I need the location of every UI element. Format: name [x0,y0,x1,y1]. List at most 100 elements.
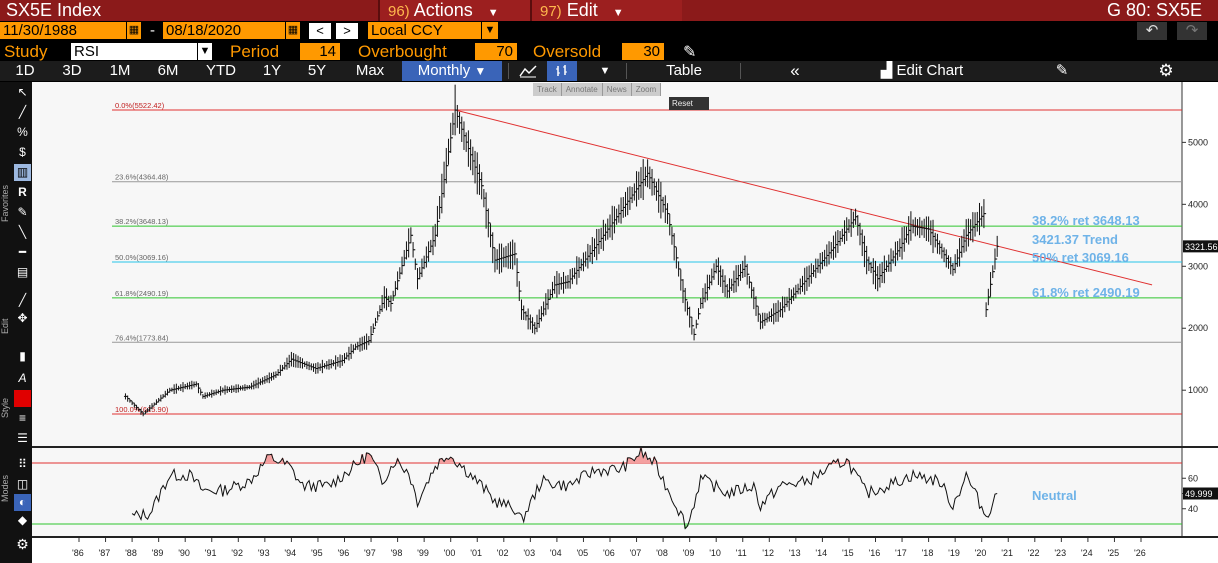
study-label: Study [4,42,48,61]
range-1m-button[interactable]: 1M [109,62,131,79]
redo-icon[interactable]: ↷ [1177,22,1207,40]
chart-toolbar: 1D 3D 1M 6M YTD 1Y 5Y Max Monthly ▼ ▼ Ta… [0,61,1218,81]
range-3d-button[interactable]: 3D [62,62,82,79]
x-tick-label: '98 [391,548,403,558]
range-5y-button[interactable]: 5Y [307,62,327,79]
color-icon[interactable] [14,390,31,407]
x-tick-label: '01 [470,548,482,558]
chevron-down-icon[interactable]: ▼ [482,22,498,39]
cursor-icon[interactable]: ↖ [17,85,28,99]
range-1d-button[interactable]: 1D [15,62,35,79]
band-icon[interactable]: ▤ [16,265,29,279]
study-row: Study RSI ▼ Period 14 Overbought 70 Over… [0,42,1218,61]
zoom-button[interactable]: Zoom [632,83,662,96]
bar-icon[interactable]: ▥ [14,164,31,181]
pen-icon[interactable]: ╲ [18,225,27,239]
pencil-icon[interactable]: ✎ [17,205,28,219]
mode-icon[interactable]: ⠿ [18,457,27,471]
x-tick-label: '26 [1134,548,1146,558]
prev-period-button[interactable]: < [309,23,331,39]
chevron-down-icon[interactable]: ▼ [599,65,611,77]
price-annotation: 50% ret 3069.16 [1032,250,1129,265]
r-icon[interactable]: R [18,185,27,199]
mode-icon[interactable]: ◆ [17,513,28,527]
x-tick-label: '89 [152,548,164,558]
text-icon[interactable]: A [18,371,27,385]
line-icon[interactable]: ╱ [18,105,27,119]
dollar-icon[interactable]: $ [19,145,26,159]
hline-icon[interactable]: ━ [18,245,27,259]
reset-button[interactable]: Reset [669,97,709,110]
thickness-icon[interactable]: ☰ [17,431,28,445]
edit-chart-button[interactable]: ▟ Edit Chart [852,61,992,81]
price-annotation: 38.2% ret 3648.13 [1032,213,1140,228]
frequency-label: Monthly [417,62,471,79]
range-ytd-button[interactable]: YTD [206,62,236,79]
pane-divider [32,536,1218,538]
track-button[interactable]: Track [533,83,562,96]
y-tick-label: 5000 [1188,137,1208,147]
y-tick-label: 1000 [1188,385,1208,395]
annotate-icon[interactable]: ✎ [1055,62,1069,79]
pencil-icon[interactable]: ✎ [683,44,697,61]
price-chart[interactable]: 1000 2000 3000 4000 5000 0.0%(5522.42) 23.6%(4… [32,82,1218,446]
linestyle-icon[interactable]: ≡ [18,411,26,425]
end-date-field[interactable]: 08/18/2020 [163,22,285,39]
line-chart-icon[interactable] [515,61,541,81]
chevron-down-icon[interactable]: ▼ [198,43,212,60]
chart-icon: ▟ [880,62,893,79]
y-tick-label: 4000 [1188,199,1208,209]
price-chart-svg: 1000 2000 3000 4000 5000 0.0%(5522.42) 23.6%(4… [32,82,1218,446]
rsi-line [131,447,998,530]
actions-menu[interactable]: 96) Actions ▼ [378,0,530,21]
study-select[interactable]: RSI [71,43,197,60]
x-tick-label: '04 [550,548,562,558]
rsi-annotation: Neutral [1032,488,1077,503]
x-axis-svg: '86 '87 '88 '89 '90 '91 '92 '93 '94 '95 '96 '97 '98 '… [32,538,1218,563]
trash-icon[interactable]: ▮ [19,349,26,363]
fib-level-label: 76.4%(1773.84) [115,333,169,342]
collapse-icon[interactable]: « [790,61,800,80]
range-1y-button[interactable]: 1Y [262,62,282,79]
mode-icon[interactable]: ◐ [14,494,31,511]
mode-icon[interactable]: ◫ [16,477,29,491]
period-field[interactable]: 14 [300,43,340,60]
x-tick-label: '22 [1028,548,1040,558]
x-tick-label: '07 [630,548,642,558]
news-button[interactable]: News [603,83,632,96]
x-tick-label: '92 [231,548,243,558]
fib-level-label: 50.0%(3069.16) [115,253,169,262]
start-date-field[interactable]: 11/30/1988 [0,22,126,39]
price-annotation: 61.8% ret 2490.19 [1032,285,1140,300]
table-button[interactable]: Table [666,62,702,79]
gear-icon[interactable]: ⚙ [16,536,29,552]
calendar-icon[interactable]: ▦ [127,22,141,39]
annotate-button[interactable]: Annotate [562,83,603,96]
oversold-field[interactable]: 30 [622,43,664,60]
fib-level-label: 100.0%(615.90) [115,405,169,414]
x-tick-label: '88 [125,548,137,558]
gear-icon[interactable]: ⚙ [1158,61,1174,80]
fib-level-label: 0.0%(5522.42) [115,101,165,110]
range-max-button[interactable]: Max [355,62,385,79]
calendar-icon[interactable]: ▦ [286,22,300,39]
pane-divider[interactable] [32,446,1218,448]
bar-chart-icon[interactable] [547,61,577,81]
undo-icon[interactable]: ↶ [1137,22,1167,40]
move-icon[interactable]: ✥ [17,311,28,325]
overbought-field[interactable]: 70 [475,43,517,60]
x-tick-label: '15 [842,548,854,558]
next-period-button[interactable]: > [336,23,358,39]
x-tick-label: '12 [762,548,774,558]
x-tick-label: '93 [258,548,270,558]
percent-icon[interactable]: % [17,125,28,139]
function-code: G 80: SX5E [1106,0,1202,20]
currency-select[interactable]: Local CCY [368,22,481,39]
draw-icon[interactable]: ╱ [18,293,27,307]
edit-menu[interactable]: 97) Edit ▼ [530,0,682,21]
title-bar: SX5E Index 96) Actions ▼ 97) Edit ▼ G 80… [0,0,1218,21]
range-6m-button[interactable]: 6M [157,62,179,79]
frequency-select[interactable]: Monthly ▼ [402,61,502,81]
edit-chart-label: Edit Chart [896,62,964,79]
